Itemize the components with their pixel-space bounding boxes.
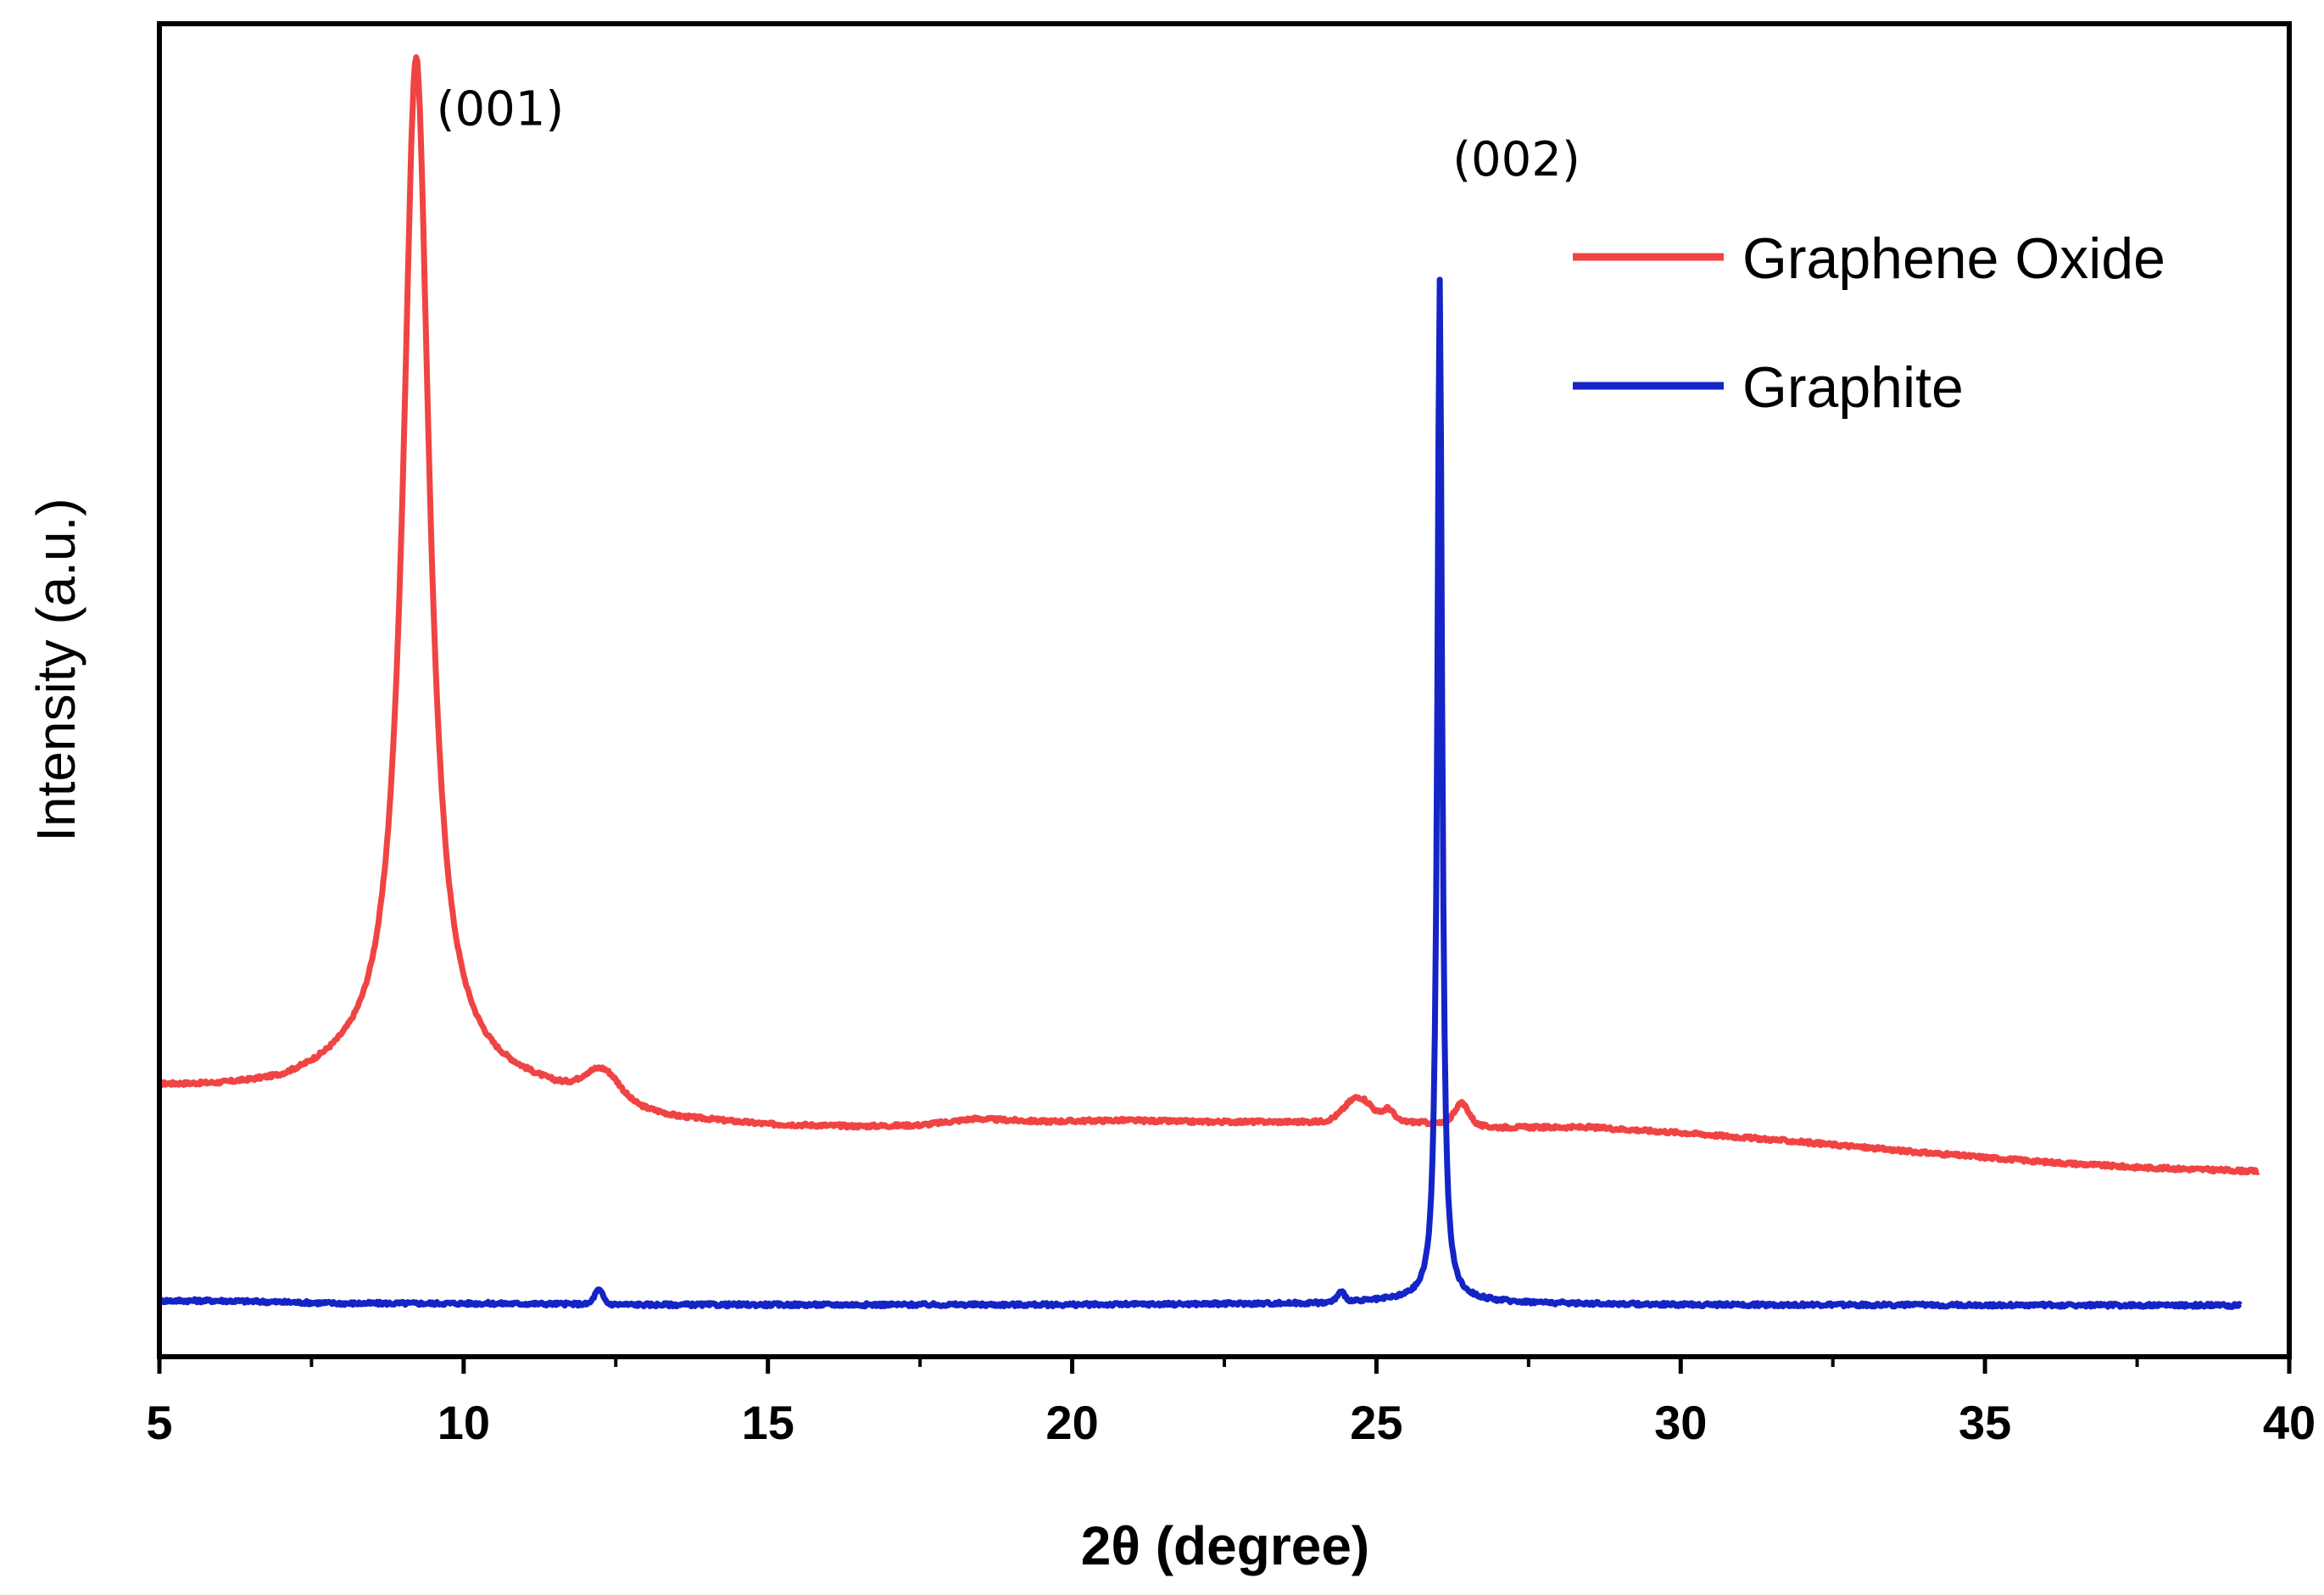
x-tick-label: 5: [146, 1396, 172, 1449]
x-tick-label: 15: [742, 1396, 794, 1449]
x-axis-ticks: 5 10 15 20 25 30 35 40: [146, 1357, 2316, 1449]
peak-label-001: (001): [437, 81, 565, 137]
legend-label-graphite: Graphite: [1742, 355, 1964, 420]
x-tick-label: 35: [1959, 1396, 2011, 1449]
x-tick-label: 25: [1350, 1396, 1402, 1449]
x-tick-label: 40: [2263, 1396, 2316, 1449]
series-line-graphene-oxide: [157, 54, 2261, 1176]
y-axis-title: Intensity (a.u.): [25, 498, 86, 842]
peak-label-002: (002): [1452, 132, 1580, 187]
x-tick-label: 30: [1654, 1396, 1707, 1449]
legend: Graphene Oxide Graphite: [1573, 226, 2165, 420]
x-axis-title: 2θ (degree): [1081, 1515, 1369, 1576]
peak-annotations: (001) (002): [437, 81, 1580, 187]
x-tick-label: 20: [1045, 1396, 1098, 1449]
plot-lines: [156, 54, 2261, 1310]
series-line-graphite: [156, 276, 2243, 1310]
legend-label-graphene-oxide: Graphene Oxide: [1742, 226, 2165, 291]
x-tick-label: 10: [437, 1396, 490, 1449]
